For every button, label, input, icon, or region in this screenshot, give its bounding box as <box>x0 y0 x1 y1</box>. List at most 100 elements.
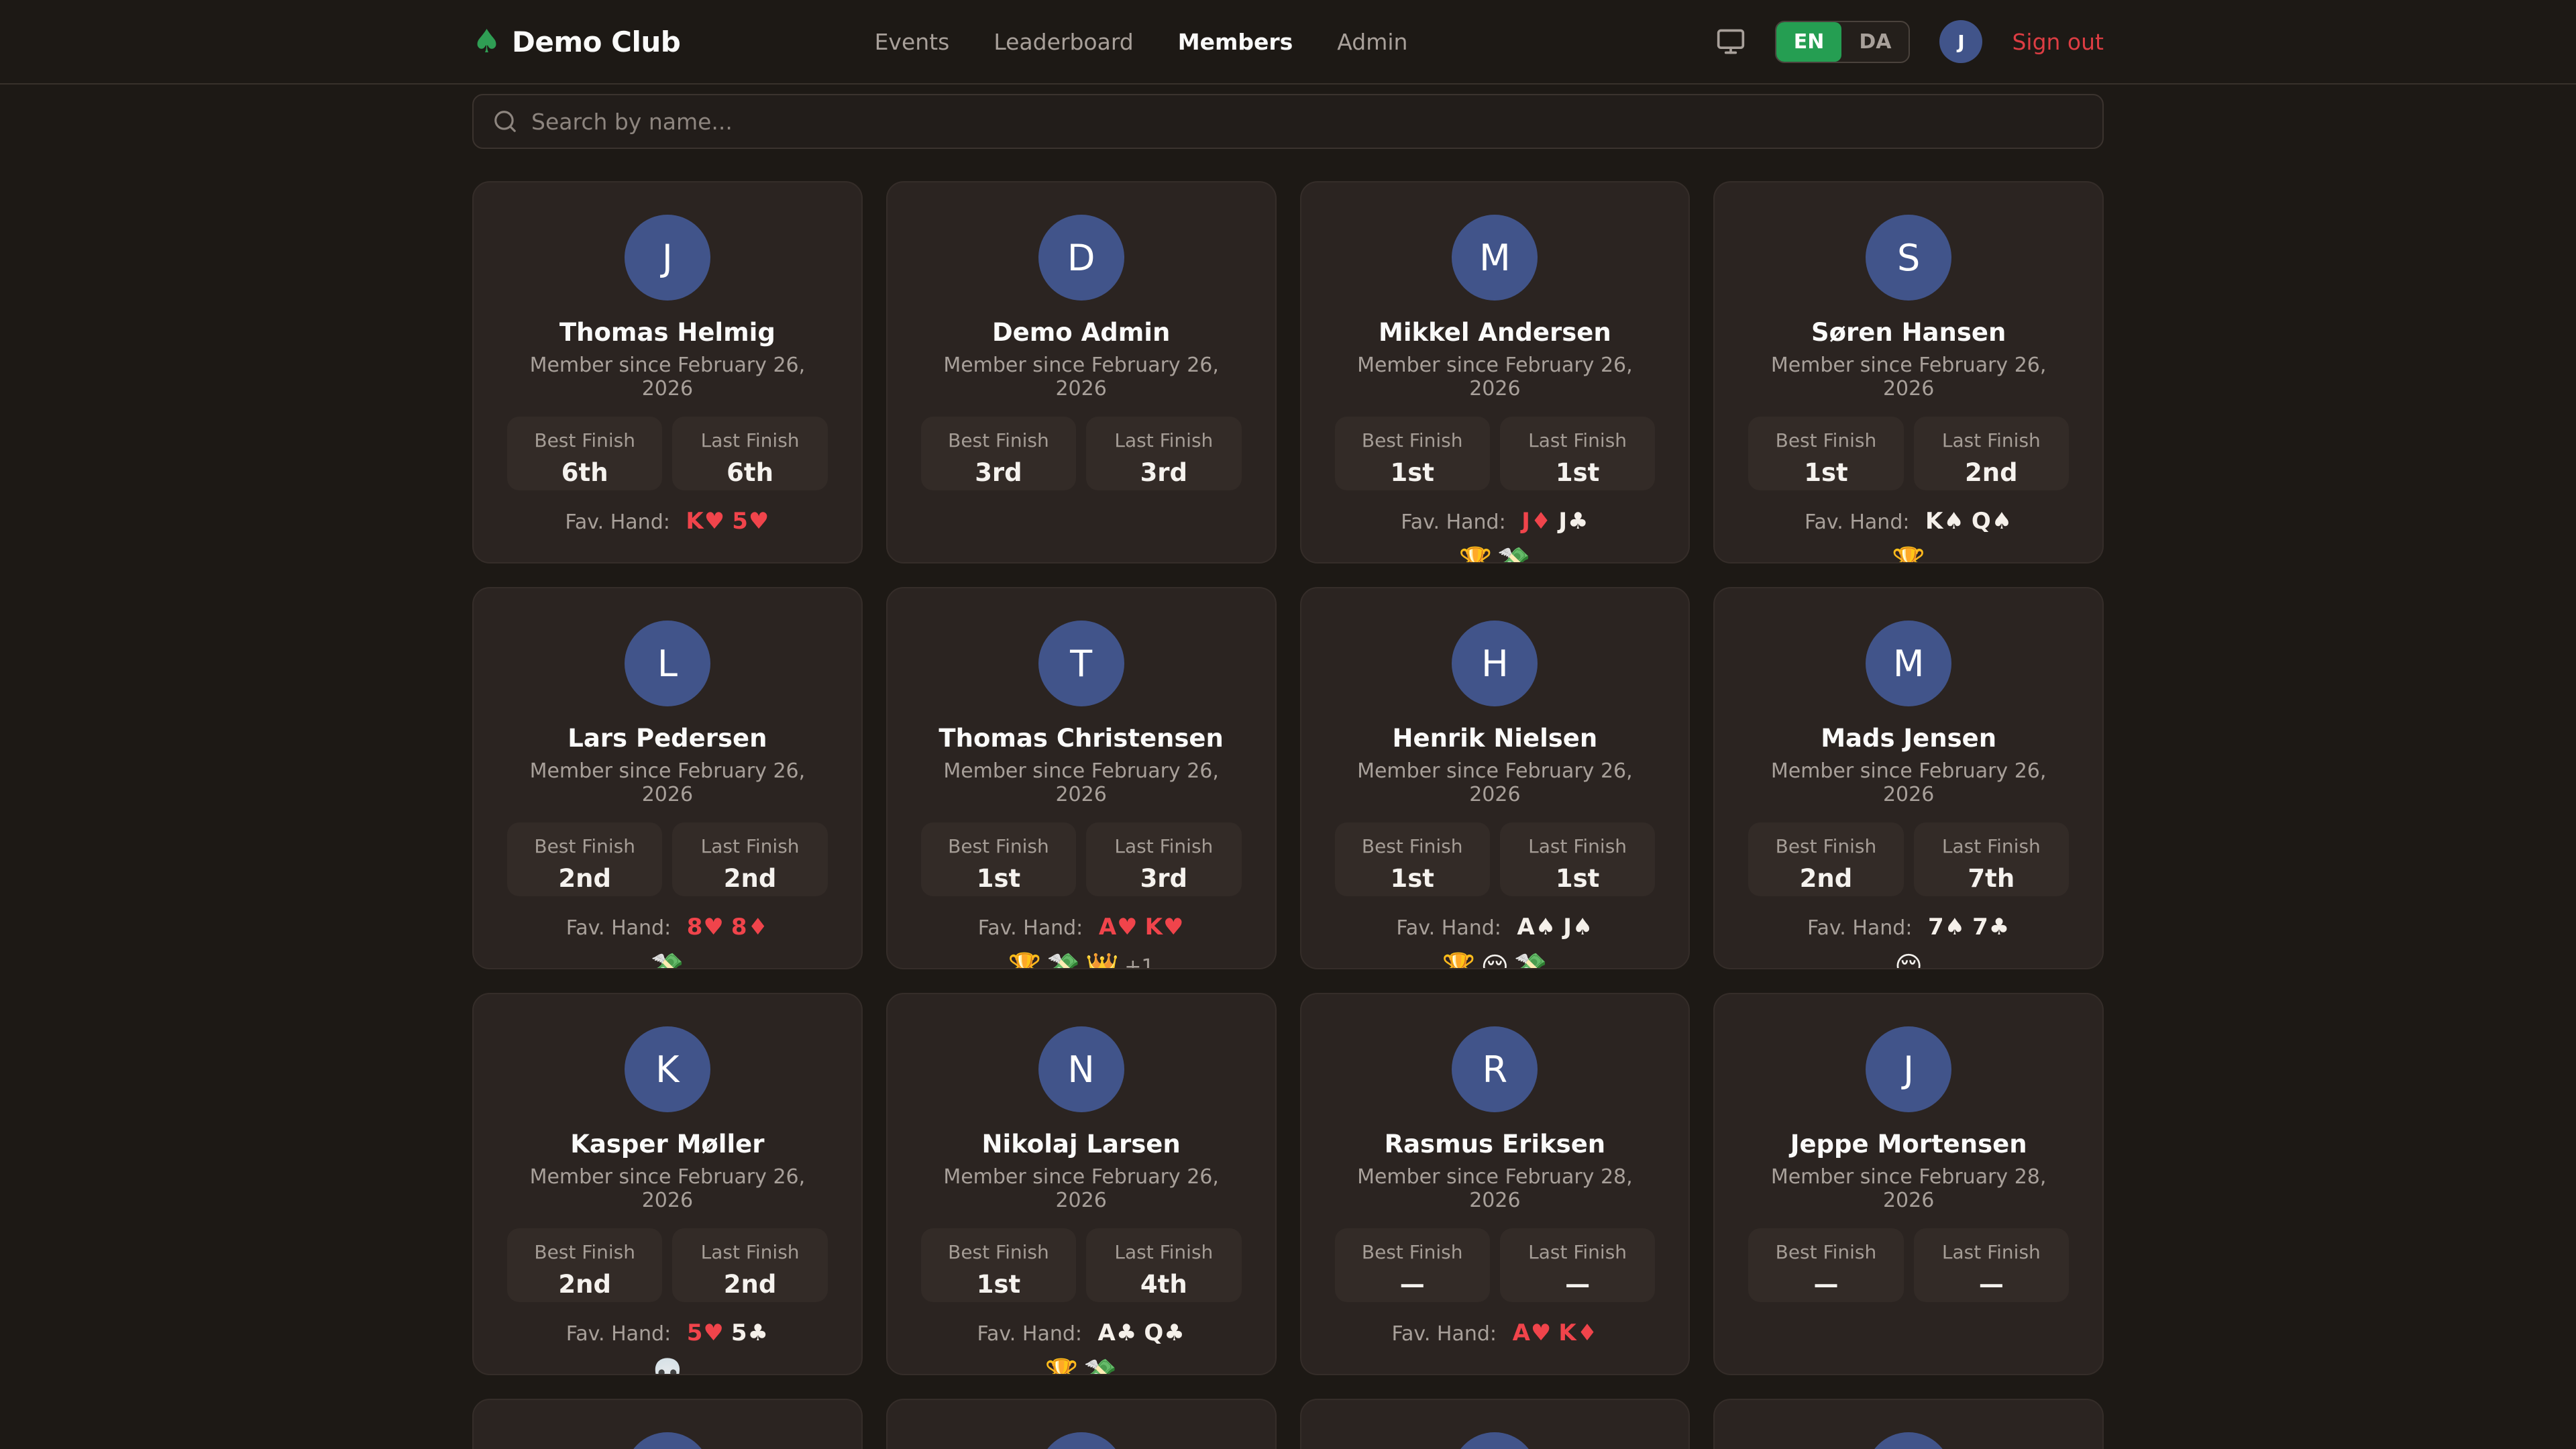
member-card[interactable]: L Lars Pedersen Member since February 26… <box>472 587 863 969</box>
last-finish-stat: Last Finish 2nd <box>672 1228 828 1302</box>
member-card[interactable]: D Demo Admin Member since February 26, 2… <box>885 181 1277 564</box>
sign-out-link[interactable]: Sign out <box>2012 28 2104 55</box>
member-name: Lars Pedersen <box>568 724 767 753</box>
avatar: J <box>1866 1026 1952 1112</box>
member-name: Kasper Møller <box>570 1130 765 1159</box>
fav-hand-label: Fav. Hand: <box>977 916 1083 940</box>
badges-row: 💸 <box>507 951 828 969</box>
hand-card: A♥ <box>1098 914 1138 941</box>
hand-card: J♣ <box>1558 508 1589 535</box>
hand-card: K♥ <box>686 508 726 535</box>
language-option-en[interactable]: EN <box>1776 21 1842 62</box>
navbar: ♠ Demo Club Events Leaderboard Members Admi… <box>0 0 2576 85</box>
best-finish-value: 1st <box>1804 458 1848 487</box>
fav-hand-label: Fav. Hand: <box>566 1322 672 1346</box>
last-finish-stat: Last Finish 3rd <box>1086 822 1242 896</box>
best-finish-value: 2nd <box>1799 864 1853 893</box>
avatar-initial: M <box>1479 236 1511 279</box>
member-card[interactable]: T Thomas Christensen Member since Februa… <box>885 587 1277 969</box>
avatar-initial: J <box>1903 1048 1915 1091</box>
last-finish-label: Last Finish <box>1941 429 2041 451</box>
member-card[interactable]: N Nikolaj Larsen Member since February 2… <box>885 993 1277 1375</box>
monitor-icon <box>1717 29 1744 54</box>
best-finish-stat: Best Finish — <box>1334 1228 1490 1302</box>
avatar <box>624 1432 710 1449</box>
avatar: N <box>1038 1026 1124 1112</box>
fav-hand-label: Fav. Hand: <box>1804 511 1910 534</box>
best-finish-stat: Best Finish 3rd <box>920 417 1077 490</box>
badges-row: 🏆 <box>1748 545 2069 564</box>
last-finish-label: Last Finish <box>1941 835 2041 857</box>
hand-card: A♠ <box>1517 914 1557 941</box>
member-since: Member since February 26, 2026 <box>529 1165 806 1212</box>
member-since: Member since February 28, 2026 <box>1357 1165 1633 1212</box>
member-card[interactable]: M Mads Jensen Member since February 26, … <box>1713 587 2104 969</box>
avatar-initial: D <box>1067 236 1095 279</box>
fav-hand-row: Fav. Hand: K♠ Q♠ <box>1748 508 2069 535</box>
member-card-partial[interactable]: Best Finish Last Finish Fav. Hand: <box>472 1399 863 1449</box>
member-since: Member since February 26, 2026 <box>529 354 806 400</box>
last-finish-stat: Last Finish 2nd <box>672 822 828 896</box>
best-finish-stat: Best Finish 2nd <box>1748 822 1904 896</box>
badge-emoji: 🏆 <box>1044 1358 1079 1375</box>
fav-hand-row: Fav. Hand: 7♠ 7♣ <box>1748 914 2069 941</box>
member-card[interactable]: J Thomas Helmig Member since February 26… <box>472 181 863 564</box>
stats-row: Best Finish 1st Last Finish 2nd <box>1748 417 2069 490</box>
member-card[interactable]: S Søren Hansen Member since February 26,… <box>1713 181 2104 564</box>
hand-card: K♥ <box>1144 914 1185 941</box>
member-card-partial[interactable]: Best Finish Last Finish Fav. Hand: <box>1713 1399 2104 1449</box>
badge-emoji: 🏆 <box>1892 546 1926 564</box>
badges-row: 🏆 💸 <box>1335 545 1656 562</box>
member-card[interactable]: H Henrik Nielsen Member since February 2… <box>1299 587 1690 969</box>
member-card[interactable]: J Jeppe Mortensen Member since February … <box>1713 993 2104 1375</box>
badges-row: 🏆 😔 💸 <box>1335 951 1656 969</box>
search-input[interactable] <box>531 95 2084 148</box>
member-card[interactable]: M Mikkel Andersen Member since February … <box>1299 181 1690 564</box>
badges-row: 🏆 💸 <box>921 1357 1242 1375</box>
avatar-initial: S <box>1896 236 1921 279</box>
best-finish-value: 6th <box>561 458 608 487</box>
member-card[interactable]: K Kasper Møller Member since February 26… <box>472 993 863 1375</box>
last-finish-label: Last Finish <box>1528 1241 1627 1263</box>
member-name: Henrik Nielsen <box>1392 724 1598 753</box>
best-finish-label: Best Finish <box>948 429 1049 451</box>
display-mode-button[interactable] <box>1716 27 1746 56</box>
stats-row: Best Finish 3rd Last Finish 3rd <box>920 417 1242 490</box>
last-finish-stat: Last Finish 2nd <box>1913 417 2069 490</box>
nav-link-members[interactable]: Members <box>1177 28 1293 55</box>
nav-link-leaderboard[interactable]: Leaderboard <box>994 28 1134 55</box>
avatar-initial: M <box>1892 642 1925 685</box>
avatar <box>1866 1432 1952 1449</box>
last-finish-value: 2nd <box>1965 458 2018 487</box>
member-card-partial[interactable]: Best Finish Last Finish Fav. Hand: <box>885 1399 1277 1449</box>
fav-hand-row: Fav. Hand: A♠ J♠ <box>1335 914 1656 941</box>
stats-row: Best Finish 6th Last Finish 6th <box>507 417 828 490</box>
user-avatar[interactable]: J <box>1939 20 1983 63</box>
nav-link-events[interactable]: Events <box>874 28 950 55</box>
logo[interactable]: ♠ Demo Club <box>472 25 681 58</box>
member-name: Rasmus Eriksen <box>1384 1130 1606 1159</box>
best-finish-stat: Best Finish 1st <box>1748 417 1904 490</box>
best-finish-label: Best Finish <box>948 1241 1049 1263</box>
last-finish-label: Last Finish <box>1528 429 1627 451</box>
stats-row: Best Finish 1st Last Finish 1st <box>1334 822 1656 896</box>
nav-link-admin[interactable]: Admin <box>1337 28 1408 55</box>
avatar-initial: J <box>661 236 673 279</box>
avatar: M <box>1866 621 1952 706</box>
stats-row: Best Finish 1st Last Finish 1st <box>1334 417 1656 490</box>
badges-row: 💀 <box>507 1357 828 1374</box>
stats-row: Best Finish 2nd Last Finish 2nd <box>507 822 828 896</box>
member-card-partial[interactable]: Best Finish Last Finish Fav. Hand: <box>1299 1399 1690 1449</box>
last-finish-stat: Last Finish — <box>1499 1228 1656 1302</box>
best-finish-label: Best Finish <box>1775 429 1877 451</box>
best-finish-value: — <box>1813 1270 1839 1299</box>
language-option-da[interactable]: DA <box>1859 30 1892 54</box>
hand-card: 7♣ <box>1972 914 2010 941</box>
best-finish-stat: Best Finish 1st <box>920 822 1077 896</box>
member-card[interactable]: R Rasmus Eriksen Member since February 2… <box>1299 993 1690 1375</box>
avatar: J <box>624 215 710 301</box>
best-finish-value: 1st <box>1390 864 1434 893</box>
badge-emoji: 💸 <box>650 952 684 969</box>
hand-card: J♠ <box>1563 914 1594 941</box>
last-finish-stat: Last Finish 3rd <box>1086 417 1242 490</box>
